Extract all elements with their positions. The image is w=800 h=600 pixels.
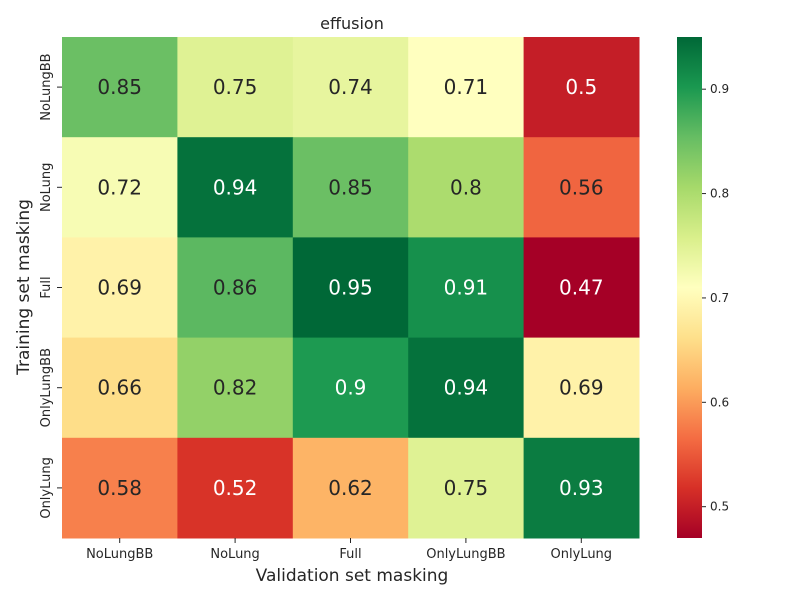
heatmap-cell bbox=[523, 337, 640, 439]
heatmap-cell bbox=[177, 37, 294, 138]
colorbar-tick-label: 0.9 bbox=[710, 82, 729, 96]
cell-value-label: 0.85 bbox=[97, 75, 142, 99]
colorbar-tick-label: 0.8 bbox=[710, 187, 729, 201]
cell-value-label: 0.95 bbox=[328, 276, 373, 300]
cell-value-label: 0.74 bbox=[328, 75, 373, 99]
colorbar-tick-label: 0.7 bbox=[710, 291, 729, 305]
heatmap-cell bbox=[408, 137, 525, 238]
y-tick-label: NoLungBB bbox=[39, 53, 54, 120]
heatmap-cell bbox=[408, 437, 525, 539]
heatmap-cell bbox=[408, 337, 525, 439]
heatmap-cells bbox=[62, 37, 640, 539]
heatmap-cell bbox=[292, 137, 409, 238]
chart-title: effusion bbox=[320, 14, 384, 33]
x-tick-label: NoLung bbox=[210, 547, 259, 562]
colorbar-tick-label: 0.6 bbox=[710, 395, 729, 409]
heatmap-cell bbox=[62, 137, 178, 238]
heatmap-cell bbox=[292, 437, 409, 539]
heatmap-cell bbox=[62, 237, 178, 339]
heatmap-cell bbox=[292, 337, 409, 439]
cell-value-label: 0.82 bbox=[213, 376, 258, 400]
heatmap-cell-labels: 0.85 0.75 0.74 0.71 0.5 0.72 0.94 0.85 0.8 0.56 0.… bbox=[97, 75, 603, 500]
cell-value-label: 0.75 bbox=[444, 476, 489, 500]
heatmap-cell bbox=[523, 437, 640, 539]
heatmap-cell bbox=[177, 237, 294, 339]
cell-value-label: 0.8 bbox=[450, 175, 482, 199]
y-tick-label: OnlyLung bbox=[39, 457, 54, 519]
cell-value-label: 0.56 bbox=[559, 175, 604, 199]
x-axis-label: Validation set masking bbox=[256, 566, 449, 586]
heatmap-cell bbox=[62, 37, 178, 138]
heatmap-cell bbox=[62, 437, 178, 539]
cell-value-label: 0.94 bbox=[444, 376, 489, 400]
cell-value-label: 0.72 bbox=[97, 175, 142, 199]
heatmap-cell bbox=[177, 337, 294, 439]
heatmap-cell bbox=[523, 137, 640, 238]
x-tick-label: OnlyLung bbox=[551, 547, 613, 562]
cell-value-label: 0.71 bbox=[444, 75, 489, 99]
heatmap-cell bbox=[292, 37, 409, 138]
cell-value-label: 0.52 bbox=[213, 476, 258, 500]
cell-value-label: 0.75 bbox=[213, 75, 258, 99]
heatmap-cell bbox=[523, 237, 640, 339]
heatmap-cell bbox=[408, 237, 525, 339]
x-tick-label: Full bbox=[339, 547, 361, 562]
colorbar bbox=[677, 37, 702, 538]
y-axis-ticks: NoLungBB NoLung Full OnlyLungBB OnlyLung bbox=[39, 53, 62, 519]
cell-value-label: 0.66 bbox=[97, 376, 142, 400]
y-tick-label: OnlyLungBB bbox=[39, 348, 54, 427]
cell-value-label: 0.62 bbox=[328, 476, 373, 500]
cell-value-label: 0.9 bbox=[335, 376, 367, 400]
cell-value-label: 0.85 bbox=[328, 175, 373, 199]
heatmap-cell bbox=[523, 37, 640, 138]
colorbar-tick-label: 0.5 bbox=[710, 500, 729, 514]
x-axis-ticks: NoLungBB NoLung Full OnlyLungBB OnlyLung bbox=[86, 538, 612, 562]
x-tick-label: OnlyLungBB bbox=[426, 547, 505, 562]
cell-value-label: 0.58 bbox=[97, 476, 142, 500]
y-tick-label: Full bbox=[39, 276, 54, 298]
heatmap-cell bbox=[292, 237, 409, 339]
cell-value-label: 0.94 bbox=[213, 175, 258, 199]
cell-value-label: 0.86 bbox=[213, 276, 258, 300]
cell-value-label: 0.47 bbox=[559, 276, 604, 300]
cell-value-label: 0.69 bbox=[97, 276, 142, 300]
y-axis-label: Training set masking bbox=[14, 199, 34, 376]
cell-value-label: 0.5 bbox=[565, 75, 597, 99]
heatmap-cell bbox=[408, 37, 525, 138]
x-tick-label: NoLungBB bbox=[86, 547, 153, 562]
heatmap-cell bbox=[62, 337, 178, 439]
colorbar-ticks: 0.5 0.6 0.7 0.8 0.9 bbox=[702, 82, 729, 514]
cell-value-label: 0.93 bbox=[559, 476, 604, 500]
heatmap-cell bbox=[177, 437, 294, 539]
cell-value-label: 0.91 bbox=[444, 276, 489, 300]
heatmap-cell bbox=[177, 137, 294, 238]
y-tick-label: NoLung bbox=[39, 163, 54, 212]
cell-value-label: 0.69 bbox=[559, 376, 604, 400]
